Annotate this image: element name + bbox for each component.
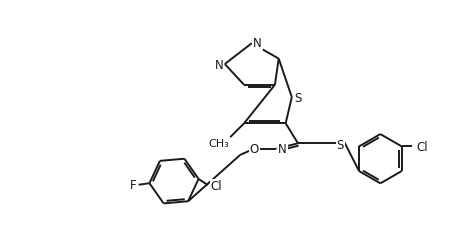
Text: N: N (278, 143, 286, 155)
Text: Cl: Cl (416, 140, 427, 153)
Text: S: S (336, 139, 343, 152)
Text: CH₃: CH₃ (208, 138, 228, 148)
Text: O: O (249, 143, 258, 155)
Text: N: N (214, 58, 223, 71)
Text: S: S (294, 91, 301, 104)
Text: N: N (253, 37, 261, 50)
Text: F: F (129, 178, 136, 192)
Text: Cl: Cl (210, 180, 222, 193)
